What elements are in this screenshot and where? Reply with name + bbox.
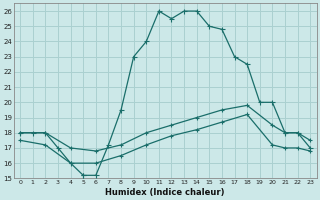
X-axis label: Humidex (Indice chaleur): Humidex (Indice chaleur) (106, 188, 225, 197)
